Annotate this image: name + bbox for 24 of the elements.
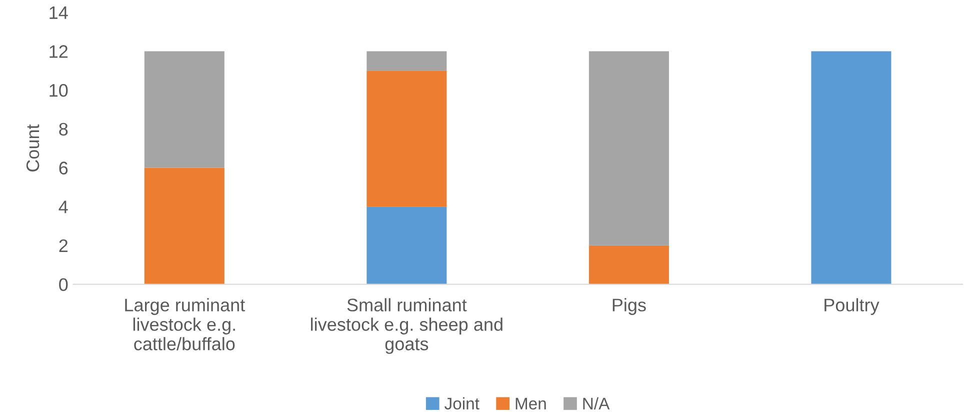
x-tick-label: Small ruminant livestock e.g. sheep and goats (311, 298, 502, 354)
x-tick-label: Pigs (612, 298, 646, 315)
bar (366, 51, 447, 71)
y-tick-label: 4 (58, 200, 68, 214)
x-tick-label: Large ruminant livestock e.g. cattle/buffalo (125, 298, 246, 350)
legend-label: N/A (583, 397, 610, 410)
bar (366, 206, 447, 284)
bar (588, 245, 669, 284)
bar (588, 51, 669, 246)
bar (144, 168, 224, 284)
legend-label: Joint (444, 397, 480, 410)
y-tick-label: 10 (50, 84, 68, 97)
y-tick-label: 6 (59, 162, 68, 174)
y-axis-title: Count (26, 124, 40, 172)
y-tick-label: 8 (59, 122, 68, 136)
y-tick-label: 12 (50, 45, 68, 58)
bar (811, 51, 892, 284)
y-tick-label: 0 (59, 278, 68, 291)
bar (366, 70, 447, 207)
legend-label: Men (516, 398, 546, 410)
y-tick-label: 2 (59, 239, 68, 252)
y-tick-label: 14 (50, 6, 68, 19)
bar (144, 51, 224, 168)
x-tick-label: Poultry (824, 298, 880, 315)
